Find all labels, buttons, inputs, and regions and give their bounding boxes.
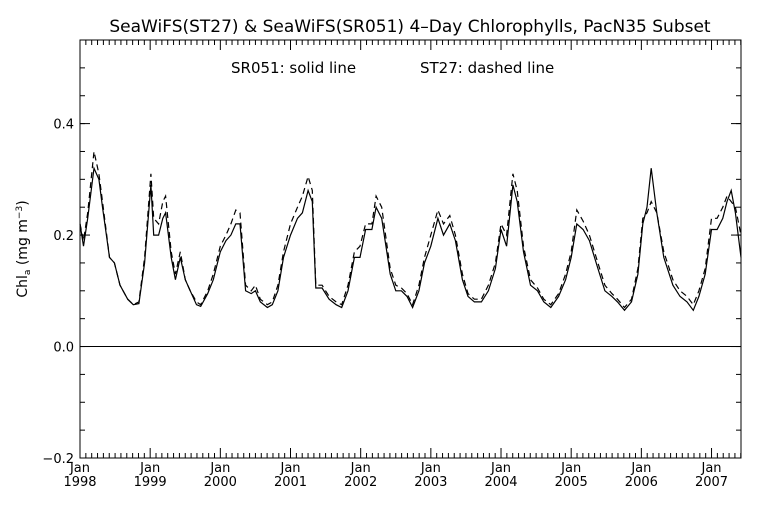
x-tick-year-label: 2007: [695, 475, 728, 490]
y-tick-label: 0.4: [53, 118, 74, 133]
chart-title: SeaWiFS(ST27) & SeaWiFS(SR051) 4–Day Chl…: [109, 17, 711, 37]
series-group: [79, 151, 742, 312]
x-tick-year-label: 2006: [625, 475, 658, 490]
x-tick-year-label: 1999: [134, 475, 167, 490]
y-tick-label: −0.2: [42, 452, 74, 467]
x-axis: Jan1998Jan1999Jan2000Jan2001Jan2002Jan20…: [63, 40, 742, 490]
ylabel-units-close: ): [15, 200, 31, 205]
ylabel-subscript: a: [23, 270, 33, 276]
annotation-sr051: SR051: solid line: [231, 59, 356, 77]
annotation-st27: ST27: dashed line: [420, 59, 554, 77]
y-tick-label: 0.0: [53, 341, 74, 356]
x-tick-year-label: 2004: [484, 475, 517, 490]
x-tick-year-label: 1998: [63, 475, 96, 490]
x-tick-month-label: Jan: [139, 461, 160, 476]
x-tick-year-label: 2000: [204, 475, 237, 490]
x-tick-month-label: Jan: [630, 461, 651, 476]
x-tick-year-label: 2002: [344, 475, 377, 490]
series-line-st27: [79, 151, 742, 309]
x-tick-month-label: Jan: [350, 461, 371, 476]
svg-text:Chla (mg m−3): Chla (mg m−3): [15, 200, 33, 297]
x-tick-year-label: 2005: [555, 475, 588, 490]
series-line-sr051: [79, 165, 742, 312]
x-tick-month-label: Jan: [209, 461, 230, 476]
ylabel-units-open: (mg m: [15, 219, 31, 270]
x-tick-month-label: Jan: [420, 461, 441, 476]
ylabel-units-superscript: −3: [15, 206, 25, 219]
x-tick-month-label: Jan: [69, 461, 90, 476]
y-axis: −0.2 0.0 0.2 0.4: [42, 39, 741, 467]
x-tick-month-label: Jan: [560, 461, 581, 476]
y-axis-title: Chla (mg m−3): [15, 200, 33, 297]
x-tick-month-label: Jan: [490, 461, 511, 476]
x-tick-year-label: 2003: [414, 475, 447, 490]
plot-frame: [79, 39, 742, 459]
x-tick-year-label: 2001: [274, 475, 307, 490]
x-tick-month-label: Jan: [701, 461, 722, 476]
ylabel-main: Chl: [15, 275, 31, 298]
y-tick-label: 0.2: [53, 229, 74, 244]
x-tick-month-label: Jan: [279, 461, 300, 476]
